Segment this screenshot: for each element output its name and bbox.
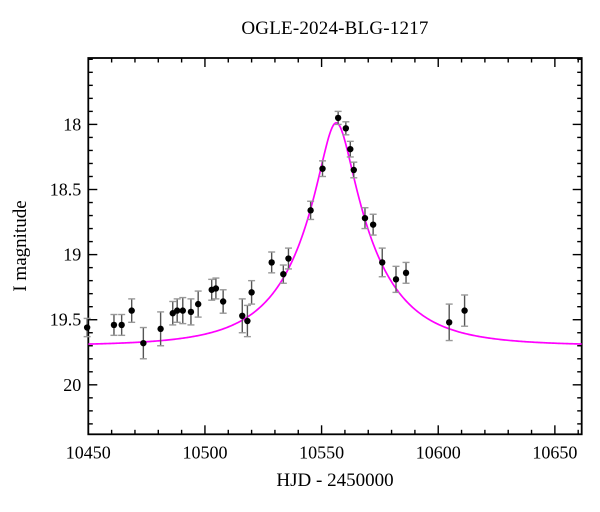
svg-text:20: 20 (63, 375, 81, 395)
svg-text:19: 19 (63, 245, 81, 265)
svg-text:10500: 10500 (182, 442, 227, 462)
svg-text:10550: 10550 (299, 442, 344, 462)
svg-text:19.5: 19.5 (50, 310, 82, 330)
svg-text:10650: 10650 (532, 442, 577, 462)
chart-title: OGLE-2024-BLG-1217 (241, 18, 429, 39)
x-axis-label: HJD - 2450000 (276, 470, 394, 491)
svg-text:18: 18 (63, 114, 81, 134)
svg-text:10450: 10450 (66, 442, 111, 462)
svg-text:18.5: 18.5 (50, 180, 82, 200)
svg-text:10600: 10600 (416, 442, 461, 462)
